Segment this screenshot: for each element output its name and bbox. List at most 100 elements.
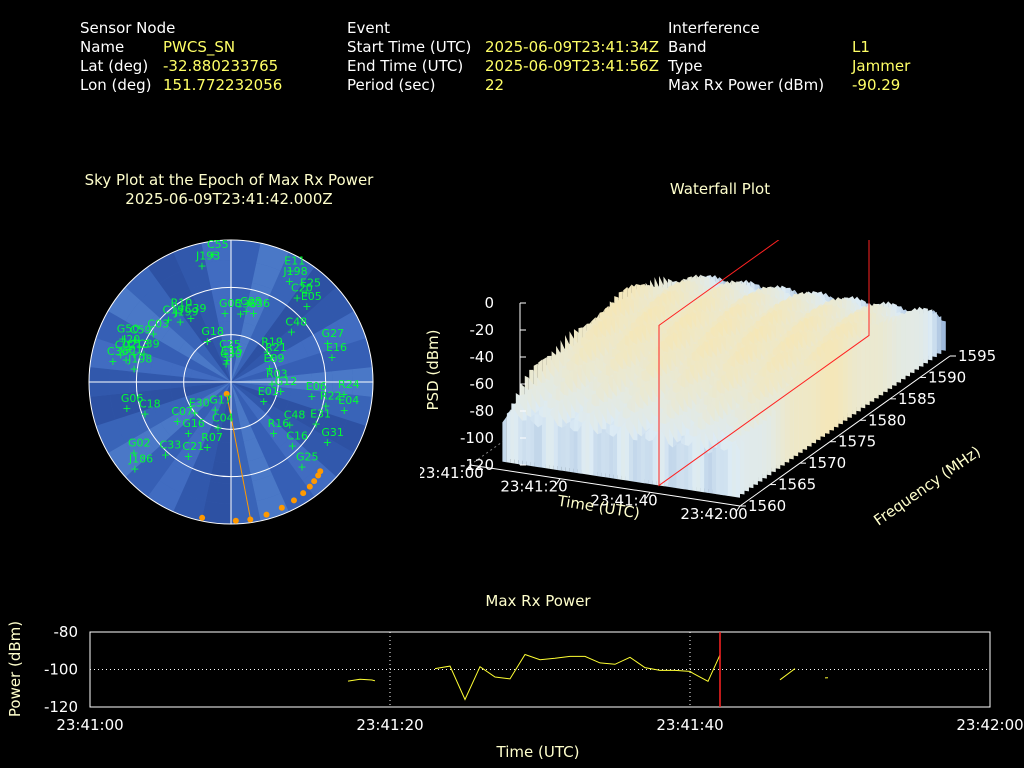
event-period-value: 22 [485,76,504,94]
freq-tick-label: 1585 [898,390,936,408]
interference-type-value: Jammer [852,57,910,75]
jammer-point [247,516,253,522]
jammer-point [291,497,297,503]
sensor-lon-value: 151.772232056 [163,76,282,94]
satellite-label: J193 [195,250,220,263]
satellite-label: G27 [322,327,345,340]
waterfall-surface [502,274,945,497]
interference-power-value: -90.29 [852,76,900,94]
interference-band-value: L1 [852,38,870,56]
interference-band-label: Band [668,38,707,56]
satellite-label: E09 [264,352,285,365]
time-tick-label: 23:41:20 [500,478,567,496]
rx-y-tick-label: -100 [44,661,78,679]
jammer-point [279,505,285,511]
rx-x-tick-label: 23:41:20 [356,716,423,734]
psd-tick-label: -20 [470,321,495,339]
satellite-label: R16 [268,417,290,430]
event-title: Event [347,19,390,37]
satellite-label: R24 [338,378,360,391]
time-tick-label: 23:41:00 [420,464,484,482]
satellite-label: J186 [128,453,153,466]
psd-tick-label: -100 [460,429,494,447]
event-period-label: Period (sec) [347,76,436,94]
rx-x-axis-label: Time (UTC) [496,743,580,761]
sensor-lat-value: -32.880233765 [163,57,278,75]
interference-type-label: Type [668,57,702,75]
interference-title: Interference [668,19,760,37]
freq-tick-label: 1590 [928,368,966,386]
satellite-label: G31 [321,426,344,439]
psd-tick-label: -40 [470,348,495,366]
event-start-value: 2025-06-09T23:41:34Z [485,38,659,56]
rx-x-tick-label: 23:41:40 [656,716,723,734]
satellite-label: E16 [326,341,347,354]
psd-tick-label: -60 [470,375,495,393]
freq-tick-label: 1580 [868,411,906,429]
sensor-lon-label: Lon (deg) [80,76,152,94]
sky-plot-subtitle: 2025-06-09T23:41:42.000Z [0,190,458,208]
interference-power-label: Max Rx Power (dBm) [668,76,824,94]
freq-tick-label: 1560 [748,497,786,515]
freq-axis-label: Frequency (MHz) [870,442,984,529]
rx-y-tick-label: -120 [44,698,78,716]
satellite-label: C21 [182,440,204,453]
satellite-label: G18 [201,325,224,338]
satellite-label: C48 [285,315,307,328]
sensor-name-value: PWCS_SN [163,38,235,56]
max-rx-power-chart: -80 -100 -12023:41:00 23:41:20 23:41:40 23:42… [0,615,1024,768]
psd-axis-label: PSD (dBm) [424,329,442,410]
sensor-node-title: Sensor Node [80,19,175,37]
waterfall-plot: 0-20-40-60-80-100-120PSD (dBm)23:41:0023… [420,240,1024,540]
psd-tick-label: 0 [484,294,494,312]
freq-tick-label: 1595 [958,347,996,365]
jammer-point [264,512,270,518]
rx-y-tick-label: -80 [54,623,79,641]
satellite-label: G16 [182,417,205,430]
sky-plot-title: Sky Plot at the Epoch of Max Rx Power [0,171,458,189]
event-end-label: End Time (UTC) [347,57,463,75]
sensor-lat-label: Lat (deg) [80,57,148,75]
freq-tick-label: 1565 [778,476,816,494]
rx-series-segment [348,679,375,681]
jammer-point [233,518,239,524]
satellite-label: C04 [212,411,234,424]
rx-x-tick-label: 23:41:00 [56,716,123,734]
jammer-point [300,490,306,496]
waterfall-title: Waterfall Plot [590,180,850,198]
freq-tick-label: 1570 [808,454,846,472]
time-tick-label: 23:42:00 [680,505,747,523]
jammer-point [311,478,317,484]
psd-tick-label: -80 [470,402,495,420]
satellite-label: C33 [160,439,182,452]
satellite-label: C03 [147,318,169,331]
event-end-value: 2025-06-09T23:41:56Z [485,57,659,75]
rx-y-axis-label: Power (dBm) [6,621,24,717]
satellite-label: C36 [107,345,129,358]
satellite-label: E05 [301,290,322,303]
satellite-label: E31 [310,407,331,420]
satellite-label: C16 [286,430,308,443]
satellite-label: G17 [209,393,232,406]
satellite-label: C39 [185,302,207,315]
satellite-label: J198 [127,352,152,365]
max-rx-title: Max Rx Power [440,592,636,610]
satellite-label: C30 [220,348,242,361]
sensor-name-label: Name [80,38,124,56]
satellite-label: G25 [296,451,319,464]
sky-plot: +C55+J193+E11+J198+E25+C20+E05+R10+C19+J… [0,210,460,540]
freq-tick-label: 1575 [838,433,876,451]
satellite-label: E01 [258,385,279,398]
rx-series-segment [780,669,795,680]
satellite-label: E04 [338,394,359,407]
satellite-label: C18 [139,397,161,410]
jammer-point [317,468,323,474]
jammer-point [307,484,313,490]
jammer-point [199,515,205,521]
satellite-label: G02 [128,436,151,449]
satellite-label: G36 [247,297,270,310]
rx-x-tick-label: 23:42:00 [956,716,1023,734]
satellite-label: C39 [138,338,160,351]
event-start-label: Start Time (UTC) [347,38,471,56]
rx-series-segment [435,655,720,700]
